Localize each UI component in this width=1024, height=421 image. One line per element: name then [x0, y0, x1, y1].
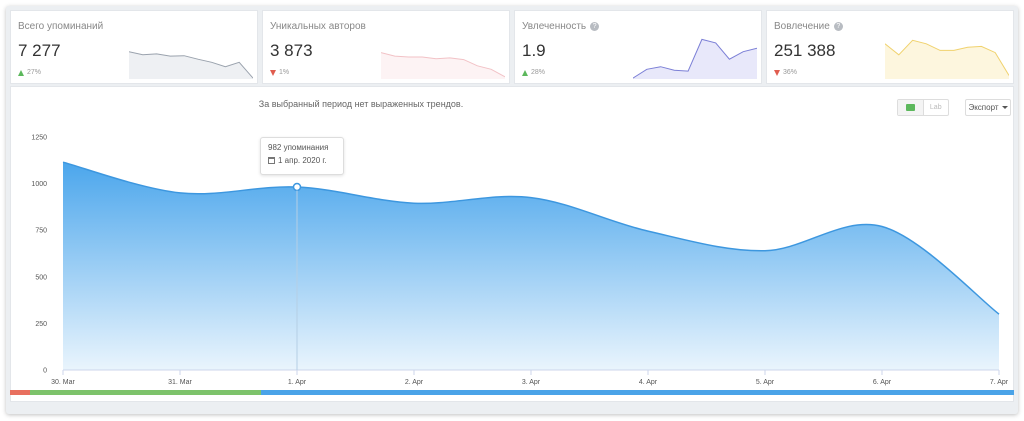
- x-tick-label: 2. Apr: [405, 379, 424, 386]
- info-icon[interactable]: ?: [590, 22, 600, 31]
- sparkline-line: [381, 52, 505, 78]
- card-total-mentions[interactable]: Всего упоминаний 7 277 27%: [10, 10, 258, 84]
- card-title: Всего упоминаний: [18, 21, 104, 32]
- mentions-area-chart[interactable]: 0 250 500 750 1000 1250 30. Mar 31. Mar 1. Apr 2.…: [11, 87, 1015, 403]
- table-view-button[interactable]: Lab: [929, 104, 942, 111]
- sentiment-bar: [10, 390, 1014, 395]
- sparkline: [885, 39, 1009, 79]
- y-tick-label: 750: [35, 228, 47, 235]
- series-line: [62, 161, 1000, 315]
- sparkline-line: [129, 51, 253, 79]
- x-tick-label: 5. Apr: [756, 379, 775, 386]
- chart-view-button[interactable]: [898, 100, 924, 115]
- sparkline-area: [885, 40, 1009, 79]
- y-tick-label: 500: [35, 274, 47, 281]
- card-value: 251 388: [774, 41, 836, 60]
- card-change: 27%: [27, 69, 42, 76]
- sparkline-area: [633, 39, 757, 79]
- arrow-down-icon: [774, 69, 780, 76]
- export-label: Экспорт: [968, 103, 999, 112]
- x-tick-label: 31. Mar: [168, 379, 192, 386]
- x-tick-label: 6. Apr: [873, 379, 892, 386]
- x-tick-label: 3. Apr: [522, 379, 541, 386]
- chart-tooltip: 982 упоминания 1 апр. 2020 г.: [260, 137, 344, 175]
- calendar-icon: [268, 157, 275, 164]
- y-tick-label: 0: [43, 368, 47, 375]
- card-unique-authors[interactable]: Уникальных авторов 3 873 1%: [262, 10, 510, 84]
- x-tick-label: 1. Apr: [288, 379, 307, 386]
- card-title: Уникальных авторов: [270, 21, 366, 32]
- sparkline-area: [381, 52, 505, 79]
- sentiment-segment: [30, 390, 261, 395]
- card-value: 7 277: [18, 41, 61, 60]
- card-value: 1.9: [522, 41, 546, 60]
- x-tick-label: 30. Mar: [51, 379, 75, 386]
- card-change: 36%: [783, 69, 798, 76]
- sparkline: [381, 52, 505, 79]
- card-value: 3 873: [270, 41, 313, 60]
- card-title: Увлеченность: [522, 21, 587, 32]
- sentiment-segment: [260, 390, 1014, 395]
- dashboard-frame: Всего упоминаний 7 277 27% Уникальных ав…: [6, 6, 1018, 414]
- x-tick-label: 7. Apr: [990, 379, 1009, 386]
- sentiment-segment: [10, 390, 31, 395]
- sparkline-area: [129, 51, 253, 79]
- metric-cards: Всего упоминаний 7 277 27% Уникальных ав…: [10, 10, 1014, 84]
- y-tick-label: 250: [35, 321, 47, 328]
- arrow-down-icon: [270, 69, 276, 76]
- export-dropdown[interactable]: Экспорт: [965, 99, 1011, 116]
- tooltip-value: 982 упоминания: [268, 143, 329, 152]
- card-title: Вовлечение: [774, 21, 830, 32]
- y-tick-label: 1000: [31, 181, 47, 188]
- chart-icon: [905, 104, 915, 111]
- data-point[interactable]: [292, 182, 302, 192]
- view-toggle[interactable]: Lab: [897, 99, 949, 116]
- card-change: 1%: [279, 69, 290, 76]
- card-change: 28%: [531, 69, 546, 76]
- info-icon[interactable]: ?: [833, 22, 843, 31]
- card-engagement-rate[interactable]: Увлеченность? 1.9 28%: [514, 10, 762, 84]
- sparkline-line: [885, 39, 1009, 76]
- mentions-chart-panel: 0 250 500 750 1000 1250 30. Mar 31. Mar 1. Apr 2.…: [10, 86, 1014, 402]
- sparkline: [633, 38, 757, 79]
- arrow-up-icon: [18, 69, 24, 76]
- trend-message: За выбранный период нет выраженных тренд…: [258, 99, 464, 109]
- sparkline-line: [633, 38, 757, 79]
- y-tick-label: 1250: [31, 135, 47, 142]
- x-tick-label: 4. Apr: [639, 379, 658, 386]
- arrow-up-icon: [522, 69, 528, 76]
- tooltip-date: 1 апр. 2020 г.: [278, 156, 327, 165]
- chevron-down-icon: [1001, 106, 1008, 109]
- sparkline: [129, 51, 253, 79]
- card-involvement[interactable]: Вовлечение? 251 388 36%: [766, 10, 1014, 84]
